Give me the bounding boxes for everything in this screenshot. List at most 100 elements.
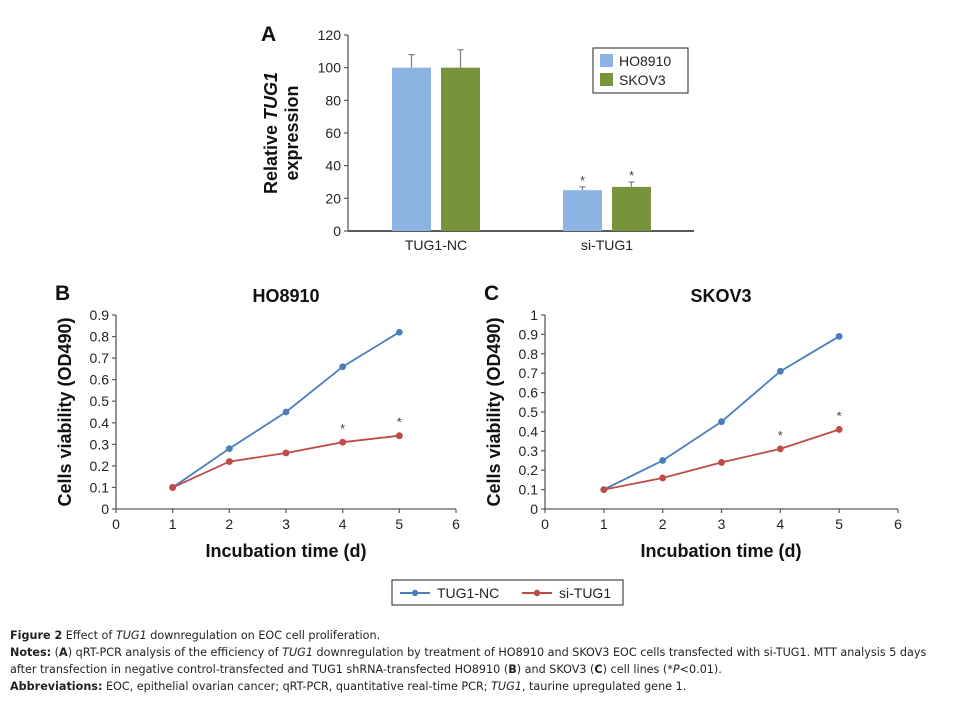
panel-a-y-axis-title: Relative TUG1 expression xyxy=(261,72,302,194)
data-point-si-tug1 xyxy=(282,449,290,457)
panel-b-title: HO8910 xyxy=(252,286,319,306)
data-point-si-tug1 xyxy=(718,459,725,466)
y-tick-label: 0 xyxy=(530,501,538,517)
y-tick-label: 80 xyxy=(325,92,341,108)
bar-ho8910-tug1-nc xyxy=(392,67,431,232)
y-tick-label: 0.4 xyxy=(519,423,539,439)
x-tick-label: si-TUG1 xyxy=(581,237,633,253)
panel-label-c: C xyxy=(484,282,499,305)
y-tick-label: 0.3 xyxy=(519,443,539,459)
y-tick-label: 0.8 xyxy=(90,329,110,345)
y-tick-label: 0 xyxy=(101,501,109,517)
x-tick-label: 1 xyxy=(600,516,608,532)
data-point-si-tug1 xyxy=(339,438,347,446)
panel-a-bars: * * xyxy=(392,49,651,232)
significance-marker: * xyxy=(580,173,585,188)
x-tick-label: 0 xyxy=(112,516,120,532)
data-point-si-tug1 xyxy=(776,445,784,453)
bar-ho8910-si-tug1 xyxy=(563,190,602,231)
y-tick-label: 60 xyxy=(325,125,341,141)
legend-label-si-tug1: si-TUG1 xyxy=(559,585,611,601)
y-tick-label: 0.1 xyxy=(90,479,110,495)
panel-b-x-axis-title: Incubation time (d) xyxy=(206,541,367,561)
data-point-tug1-nc xyxy=(282,408,290,416)
y-tick-label: 0.9 xyxy=(519,326,539,342)
y-tick-label: 0.8 xyxy=(519,346,539,362)
y-tick-label: 0.9 xyxy=(90,307,110,323)
data-point-tug1-nc xyxy=(718,418,725,426)
panel-label-b: B xyxy=(55,282,70,305)
y-tick-label: 20 xyxy=(325,190,341,206)
y-tick-label: 1 xyxy=(530,307,538,323)
data-point-si-tug1 xyxy=(659,474,667,482)
x-tick-label: 2 xyxy=(659,516,667,532)
significance-marker: * xyxy=(778,428,783,443)
x-tick-label: 6 xyxy=(452,516,460,532)
panel-a-bar-chart: A Relative TUG1 expression 0 20 40 60 80 100 1… xyxy=(261,23,694,253)
bar-skov3-tug1-nc xyxy=(441,67,480,232)
panel-c-x-axis-title: Incubation time (d) xyxy=(641,541,802,561)
y-tick-label: 0.7 xyxy=(519,365,539,381)
y-tick-label: 0.2 xyxy=(519,462,539,478)
data-point-si-tug1 xyxy=(600,486,608,493)
x-tick-label: 0 xyxy=(541,516,549,532)
legend-marker-si-tug1 xyxy=(522,589,552,597)
y-tick-label: 0.5 xyxy=(90,393,110,409)
y-tick-label: 120 xyxy=(318,27,342,43)
data-point-si-tug1 xyxy=(169,484,177,491)
series-line-si-tug1 xyxy=(172,434,400,489)
panel-c-title: SKOV3 xyxy=(690,286,751,306)
data-point-tug1-nc xyxy=(835,332,843,340)
legend-label-skov3: SKOV3 xyxy=(619,72,666,88)
legend-swatch-ho8910 xyxy=(600,54,613,67)
data-point-si-tug1 xyxy=(395,432,403,440)
panel-label-a: A xyxy=(261,23,276,46)
x-tick-label: TUG1-NC xyxy=(405,237,467,253)
figure-caption: Figure 2 Effect of TUG1 downregulation o… xyxy=(10,627,950,695)
y-tick-label: 0.6 xyxy=(90,372,110,388)
panel-a-legend: HO8910 SKOV3 xyxy=(592,47,689,94)
panel-c-line-chart: C SKOV3 Cells viability (OD490) Incubati… xyxy=(484,282,902,561)
legend-marker-tug1-nc xyxy=(400,589,430,597)
panel-a-axes: 0 20 40 60 80 100 120 TUG1-NC si-TUG1 xyxy=(318,27,694,253)
significance-marker: * xyxy=(629,168,634,183)
y-axis-title-line2: expression xyxy=(282,85,302,180)
bar-skov3-si-tug1 xyxy=(612,186,651,231)
y-tick-label: 0.5 xyxy=(519,404,539,420)
x-tick-label: 1 xyxy=(169,516,177,532)
y-tick-label: 0.2 xyxy=(90,458,110,474)
y-tick-label: 0.7 xyxy=(90,350,110,366)
data-point-tug1-nc xyxy=(395,328,403,336)
y-tick-label: 40 xyxy=(325,158,341,174)
shared-line-legend: TUG1-NC si-TUG1 xyxy=(391,579,624,606)
panel-c-plot: 0 0.1 0.2 0.3 0.4 0.5 0.6 0.7 0.8 0.9 1 0 1 2 3 4 5 6 * * xyxy=(519,307,903,532)
legend-swatch-skov3 xyxy=(600,73,613,86)
shared-legend-box xyxy=(391,579,624,606)
y-tick-label: 100 xyxy=(318,60,342,76)
y-tick-label: 0.4 xyxy=(90,415,110,431)
significance-marker: * xyxy=(837,408,842,423)
caption-notes: Notes: (A) qRT-PCR analysis of the effic… xyxy=(10,646,927,676)
y-tick-label: 0 xyxy=(333,223,341,239)
x-tick-label: 4 xyxy=(776,516,784,532)
data-point-si-tug1 xyxy=(225,458,233,465)
y-tick-label: 0.1 xyxy=(519,482,539,498)
caption-abbreviations: Abbreviations: EOC, epithelial ovarian c… xyxy=(10,680,687,693)
y-tick-label: 0.3 xyxy=(90,436,110,452)
panel-b-plot: 0 0.1 0.2 0.3 0.4 0.5 0.6 0.7 0.8 0.9 0 1 2 3 4 5 6 * * xyxy=(90,307,461,532)
significance-marker: * xyxy=(340,421,345,436)
x-tick-label: 4 xyxy=(339,516,347,532)
legend-label-ho8910: HO8910 xyxy=(619,53,671,69)
data-point-tug1-nc xyxy=(659,457,667,464)
data-point-si-tug1 xyxy=(835,426,843,433)
panel-c-y-axis-title: Cells viability (OD490) xyxy=(484,317,504,506)
data-point-tug1-nc xyxy=(225,445,233,453)
legend-label-tug1-nc: TUG1-NC xyxy=(437,585,499,601)
x-tick-label: 3 xyxy=(718,516,726,532)
x-tick-label: 2 xyxy=(225,516,233,532)
x-tick-label: 5 xyxy=(395,516,403,532)
y-axis-title-line1: Relative TUG1 xyxy=(261,72,281,194)
x-tick-label: 6 xyxy=(894,516,902,532)
x-tick-label: 5 xyxy=(835,516,843,532)
